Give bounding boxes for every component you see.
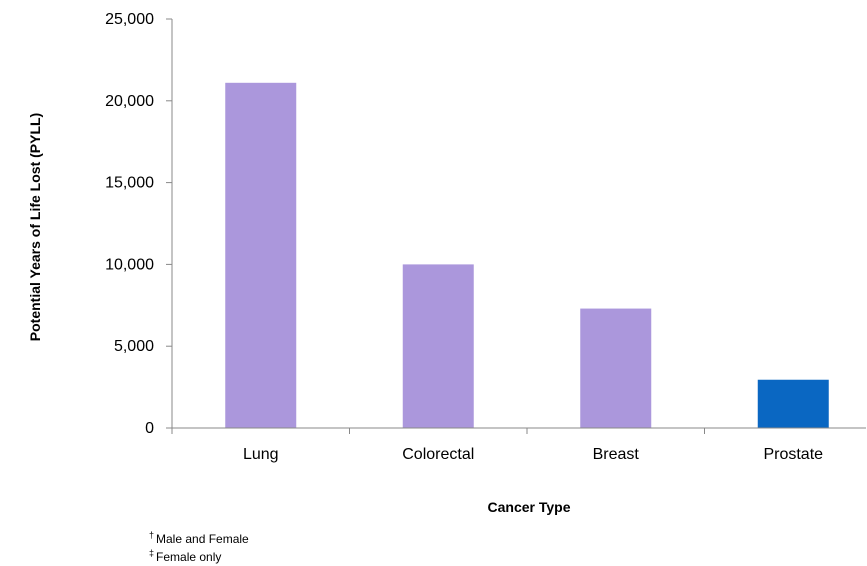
y-tick-label: 5,000 — [114, 338, 154, 355]
y-axis-ticks: 0 5,000 10,000 15,000 20,000 25,000 — [105, 11, 172, 437]
x-axis-ticks: Lung Colorectal Breast Prostate — [171, 428, 823, 463]
y-tick-label: 20,000 — [105, 93, 154, 110]
bars — [225, 82, 829, 428]
y-tick-label: 15,000 — [105, 175, 154, 192]
bar-breast — [580, 308, 652, 428]
bar-colorectal — [402, 264, 474, 428]
footnote-female-only: ‡ Female only — [149, 548, 222, 564]
x-tick-label: Colorectal — [402, 446, 474, 463]
x-tick-label: Prostate — [763, 446, 823, 463]
bar-lung — [225, 82, 297, 428]
bar-prostate — [757, 379, 829, 428]
x-tick-label: Lung — [243, 446, 279, 463]
y-tick-label: 0 — [145, 420, 154, 437]
x-tick-label: Breast — [593, 446, 640, 463]
footnote-male-female: † Male and Female — [149, 530, 249, 546]
y-axis-title: Potential Years of Life Lost (PYLL) — [27, 113, 43, 341]
y-tick-label: 25,000 — [105, 11, 154, 28]
y-tick-label: 10,000 — [105, 256, 154, 273]
x-axis-title: Cancer Type — [488, 499, 571, 515]
